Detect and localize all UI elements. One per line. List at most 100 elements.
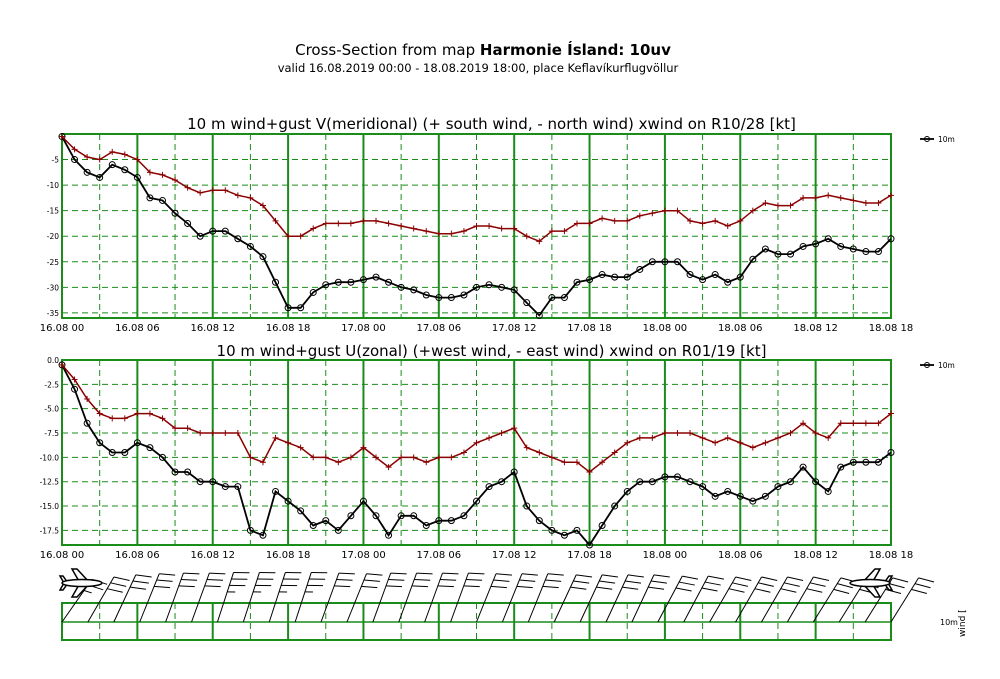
x-tick-label: 16.08 12 xyxy=(190,323,235,334)
barb-feather xyxy=(338,572,355,575)
data-point-gust xyxy=(523,233,530,240)
data-point-wind xyxy=(359,276,367,284)
data-point-gust xyxy=(209,187,216,194)
barb-feather xyxy=(156,579,173,582)
data-point-wind xyxy=(397,512,405,520)
data-point-gust xyxy=(322,454,329,461)
data-point-gust xyxy=(674,430,681,437)
barb-feather xyxy=(159,573,176,576)
data-point-wind xyxy=(749,255,757,263)
data-point-wind xyxy=(146,194,154,202)
data-point-wind xyxy=(422,291,430,299)
y-tick-label: -15 xyxy=(47,207,59,216)
legend-label: 10m xyxy=(938,135,955,144)
data-point-gust xyxy=(448,230,455,237)
data-point-wind xyxy=(586,276,594,284)
data-point-wind xyxy=(498,478,506,486)
data-point-gust xyxy=(699,434,706,441)
data-point-wind xyxy=(787,478,795,486)
data-point-gust xyxy=(197,430,204,437)
barb-feather xyxy=(602,574,619,578)
barb-feather xyxy=(107,588,123,593)
barb-feather xyxy=(154,585,171,589)
data-point-gust xyxy=(875,200,882,206)
data-point-gust xyxy=(84,395,91,402)
wind-barb xyxy=(424,572,459,623)
data-point-wind xyxy=(108,449,116,456)
barb-shaft xyxy=(501,573,523,623)
barb-shaft xyxy=(709,576,737,623)
data-point-gust xyxy=(347,454,354,461)
barb-feather xyxy=(678,581,695,586)
data-point-gust xyxy=(71,376,78,383)
zonal-panel: 10 m wind+gust U(zonal) (+west wind, - e… xyxy=(40,342,955,561)
wind-barb xyxy=(761,576,804,623)
wind-barb xyxy=(320,572,355,623)
barb-feather xyxy=(414,578,431,581)
data-point-wind xyxy=(611,502,619,510)
barb-feather xyxy=(754,588,771,593)
data-point-wind xyxy=(623,273,631,281)
data-point-wind xyxy=(686,478,694,486)
data-point-gust xyxy=(486,434,493,441)
data-point-wind xyxy=(560,531,568,539)
data-point-gust xyxy=(222,430,229,437)
data-point-gust xyxy=(749,207,756,214)
data-point-wind xyxy=(673,473,681,481)
wind-barb xyxy=(216,572,250,623)
x-tick-label: 16.08 06 xyxy=(115,323,160,334)
barb-feather xyxy=(516,585,533,589)
data-point-gust xyxy=(121,151,128,158)
y-tick-label: 0.0 xyxy=(47,356,59,365)
data-point-gust xyxy=(172,425,179,432)
data-point-wind xyxy=(385,531,393,539)
data-point-wind xyxy=(799,242,807,250)
data-point-wind xyxy=(83,168,91,176)
meridional-panel: 10 m wind+gust V(meridional) (+ south wi… xyxy=(40,115,955,334)
x-tick-label: 16.08 00 xyxy=(40,323,85,334)
wind-barb xyxy=(786,576,830,623)
data-point-gust xyxy=(84,154,91,160)
barb-feather xyxy=(892,577,909,583)
data-point-wind xyxy=(473,497,480,505)
wind-barb xyxy=(709,576,752,623)
data-point-wind xyxy=(284,497,292,505)
barb-feather xyxy=(648,586,665,590)
data-point-wind xyxy=(887,235,895,243)
data-point-wind xyxy=(171,468,179,476)
barb-feather xyxy=(918,577,935,583)
data-point-gust xyxy=(310,225,317,232)
barb-feather xyxy=(209,572,226,575)
barb-feather xyxy=(113,576,130,582)
data-point-gust xyxy=(687,217,694,224)
data-point-wind xyxy=(849,458,857,466)
data-point-gust xyxy=(297,233,304,240)
data-point-gust xyxy=(398,223,405,229)
barb-feather xyxy=(914,583,931,589)
y-tick-label: -7.5 xyxy=(44,429,59,438)
data-point-gust xyxy=(435,454,442,461)
data-point-wind xyxy=(372,273,380,281)
barb-feather xyxy=(361,585,378,589)
barb-feather xyxy=(625,580,642,584)
data-point-gust xyxy=(624,439,631,446)
barb-feather xyxy=(521,573,538,576)
barb-shaft xyxy=(346,573,367,623)
data-point-wind xyxy=(133,173,141,181)
data-point-wind xyxy=(686,271,694,279)
data-point-gust xyxy=(310,454,317,461)
data-point-gust xyxy=(184,425,191,432)
data-point-wind xyxy=(284,304,292,312)
data-point-wind xyxy=(322,517,330,525)
barb-feather xyxy=(888,583,905,589)
data-point-wind xyxy=(385,278,393,286)
x-tick-label: 17.08 00 xyxy=(341,323,386,334)
barb-shaft xyxy=(139,573,160,623)
data-point-gust xyxy=(837,420,844,427)
chart-title: 10 m wind+gust U(zonal) (+west wind, - e… xyxy=(217,342,767,360)
data-point-wind xyxy=(158,453,166,461)
data-point-wind xyxy=(623,487,631,495)
data-point-gust xyxy=(209,430,216,437)
barb-feather xyxy=(780,588,797,593)
